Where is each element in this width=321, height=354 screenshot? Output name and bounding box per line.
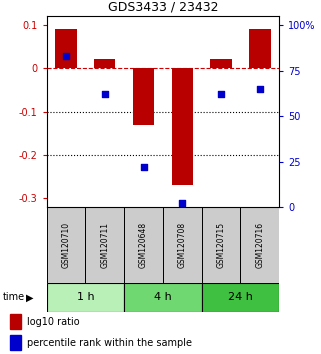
Bar [202,207,240,283]
Bar [172,68,193,185]
Text: 4 h: 4 h [154,292,172,302]
Text: GSM120711: GSM120711 [100,222,109,268]
Bar [55,29,77,68]
Bar [202,283,279,312]
Bar [10,314,21,329]
Point [180,201,185,206]
Text: time: time [3,292,25,302]
Bar [124,283,202,312]
Text: GSM120710: GSM120710 [61,222,70,268]
Text: GSM120716: GSM120716 [256,222,265,268]
Bar [124,207,163,283]
Point [63,53,68,59]
Bar [240,207,279,283]
Text: log10 ratio: log10 ratio [27,317,80,327]
Text: 1 h: 1 h [76,292,94,302]
Bar [47,207,85,283]
Text: percentile rank within the sample: percentile rank within the sample [27,337,192,348]
Bar [10,335,21,350]
Text: GSM120648: GSM120648 [139,222,148,268]
Point [219,91,224,97]
Bar [47,283,124,312]
Point [102,91,107,97]
Text: GSM120715: GSM120715 [217,222,226,268]
Text: ▶: ▶ [26,292,33,302]
Point [257,86,263,92]
Bar [94,59,115,68]
Point [141,164,146,170]
Bar [163,207,202,283]
Bar [133,68,154,125]
Bar [85,207,124,283]
Bar [211,59,232,68]
Title: GDS3433 / 23432: GDS3433 / 23432 [108,0,218,13]
Text: GSM120708: GSM120708 [178,222,187,268]
Text: 24 h: 24 h [228,292,253,302]
Bar [249,29,271,68]
